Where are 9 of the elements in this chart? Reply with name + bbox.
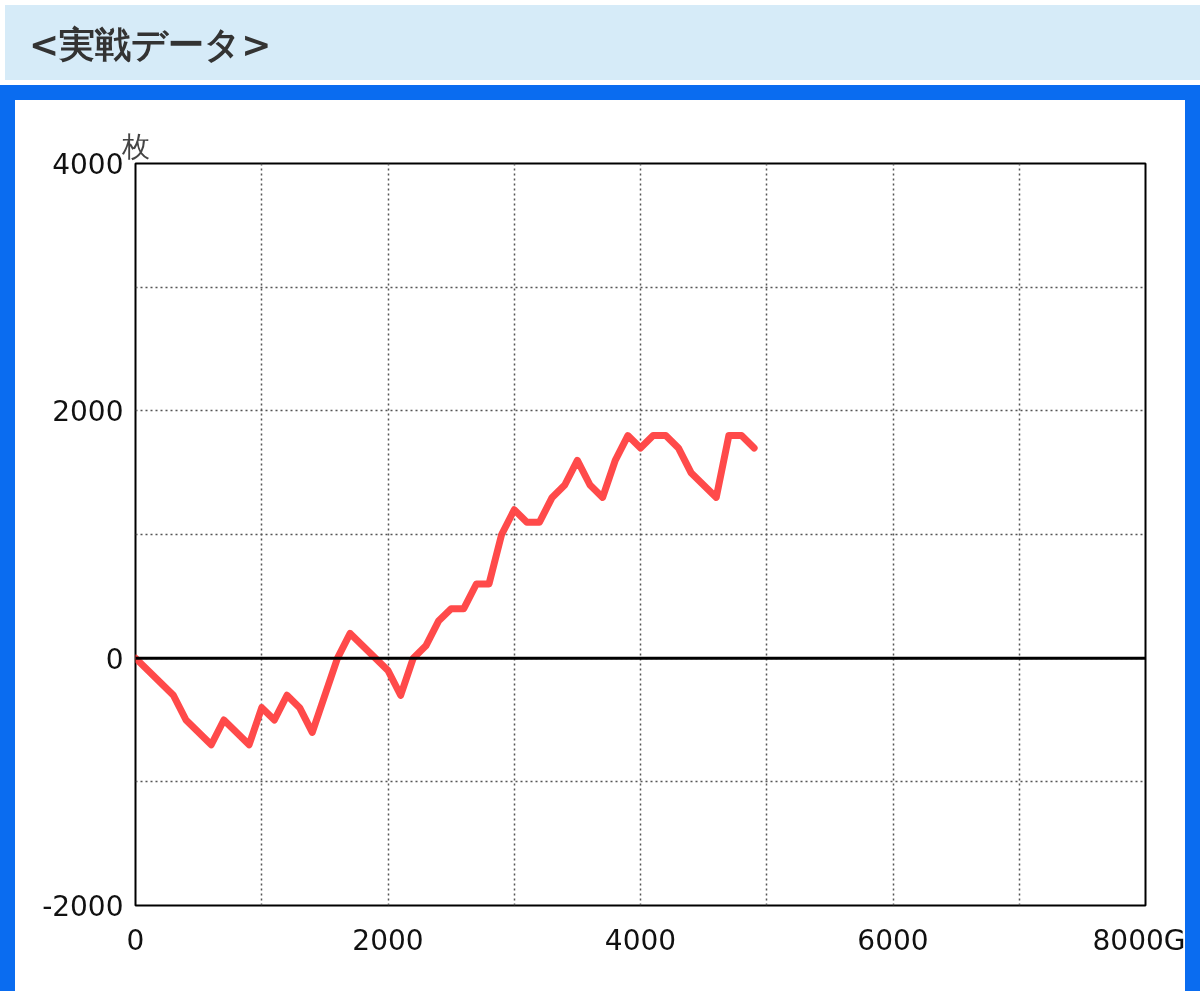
chart-title: <実戦データ> bbox=[29, 23, 272, 67]
x-tick-label: 2000 bbox=[352, 923, 424, 957]
x-tick-label: 8000G bbox=[1092, 923, 1186, 957]
x-tick-label: 0 bbox=[126, 923, 145, 957]
y-tick-label: 2000 bbox=[52, 395, 124, 429]
y-tick-label: -2000 bbox=[42, 890, 124, 923]
y-tick-label: 0 bbox=[105, 642, 124, 676]
x-tick-label: 6000 bbox=[857, 923, 929, 957]
x-tick-label: 4000 bbox=[604, 923, 677, 957]
